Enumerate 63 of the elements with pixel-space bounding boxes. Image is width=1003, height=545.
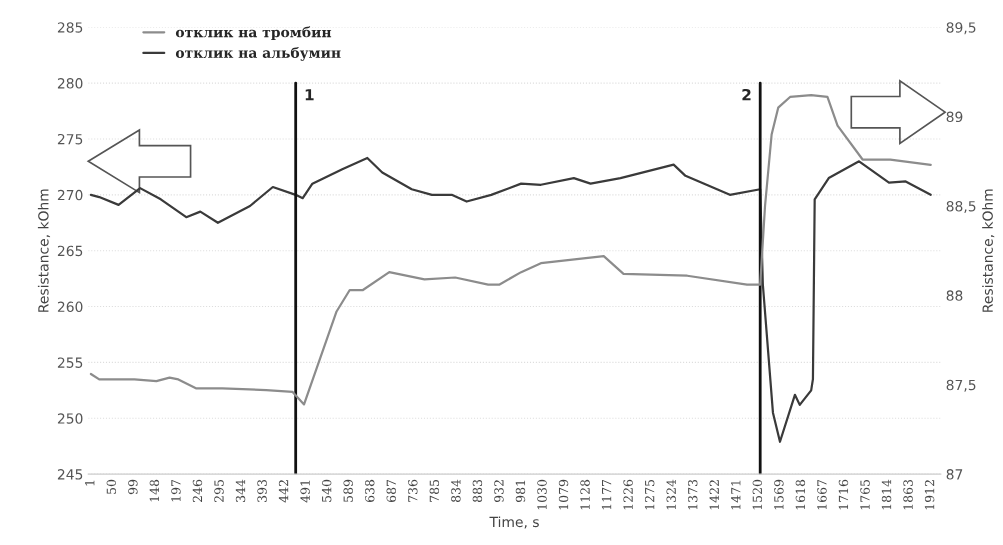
y-tick-label: 260	[57, 301, 83, 313]
x-tick-label: 932	[494, 480, 504, 503]
line-series	[89, 156, 932, 443]
x-tick-label: 540	[321, 479, 332, 502]
x-tick-label: 785	[429, 479, 440, 502]
x-tick-label: 1373	[688, 479, 698, 510]
x-tick-label: 1324	[666, 479, 676, 510]
y-tick-label: 280	[57, 78, 83, 89]
y-tick-label: 285	[57, 22, 83, 33]
y2-tick-label: 89,5	[946, 22, 976, 35]
x-tick-label: 1863	[903, 479, 913, 510]
x-tick-label: 1275	[644, 479, 655, 510]
annotation: 2	[742, 88, 751, 101]
x-tick-label: 442	[278, 480, 289, 503]
x-tick-label: 736	[408, 479, 418, 502]
y2-tick-label: 88	[946, 290, 963, 301]
x-tick-label: 1	[85, 480, 95, 486]
y2-tick-label: 88,5	[946, 200, 976, 213]
y-tick-label: 255	[57, 357, 83, 368]
x-tick-label: 1569	[774, 479, 784, 510]
x-tick-label: 1667	[817, 479, 827, 510]
y2-tick-label: 87,5	[946, 379, 976, 392]
x-tick-label: 50	[106, 479, 117, 494]
legend-label: отклик на тромбин	[175, 26, 332, 41]
x-tick-label: 589	[343, 479, 353, 502]
x-tick-label: 1030	[537, 479, 547, 510]
y-axis-title: Resistance, kOhm	[37, 189, 51, 312]
x-tick-label: 981	[515, 480, 526, 503]
x-tick-label: 1618	[795, 479, 806, 510]
x-tick-label: 1079	[558, 479, 569, 510]
x-tick-label: 99	[128, 479, 138, 495]
x-tick-label: 344	[235, 479, 246, 502]
y-tick-label: 275	[57, 133, 83, 145]
x-tick-label: 1765	[860, 479, 870, 510]
y-tick-label: 245	[57, 469, 83, 480]
y-tick-label: 250	[57, 413, 83, 424]
x-tick-label: 687	[386, 479, 396, 503]
x-tick-label: 295	[214, 479, 224, 503]
x-tick-label: 1814	[881, 479, 892, 510]
x-tick-label: 148	[149, 479, 160, 502]
x-axis-title: Time, s	[489, 516, 539, 529]
x-tick-label: 1716	[838, 479, 849, 510]
x-tick-label: 1177	[601, 479, 612, 510]
x-tick-label: 393	[257, 479, 267, 502]
x-tick-label: 197	[171, 479, 181, 502]
y2-tick-label: 87	[946, 469, 963, 480]
x-tick-label: 1128	[580, 479, 590, 510]
x-tick-label: 491	[300, 480, 310, 503]
x-tick-label: 246	[192, 479, 203, 503]
y2-axis-title: Resistance, kOhm	[982, 189, 995, 312]
x-tick-label: 1471	[731, 480, 741, 510]
legend-label: отклик на альбумин	[175, 46, 341, 61]
x-tick-label: 1520	[752, 479, 763, 510]
x-tick-label: 1226	[623, 479, 633, 510]
x-tick-label: 834	[451, 479, 461, 503]
x-tick-label: 638	[365, 479, 375, 503]
annotation: 1	[305, 89, 314, 101]
x-tick-label: 1422	[709, 480, 719, 510]
y-tick-label: 270	[57, 189, 83, 201]
y2-tick-label: 89	[946, 111, 963, 123]
x-tick-label: 883	[472, 479, 483, 503]
x-tick-label: 1912	[924, 480, 935, 510]
y-tick-label: 265	[57, 245, 83, 257]
